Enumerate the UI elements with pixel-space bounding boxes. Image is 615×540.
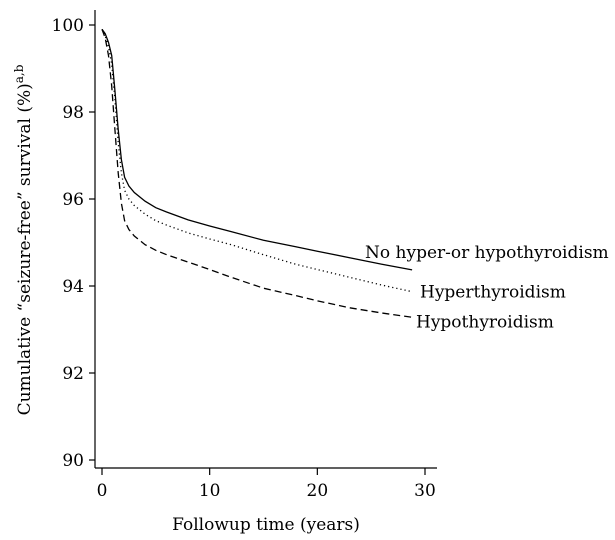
series-line-dotted	[101, 29, 413, 293]
y-tick-label: 92	[62, 364, 84, 384]
series-labels: No hyper-or hypothyroidism Hyperthyroidis…	[365, 243, 609, 332]
series-lines	[101, 28, 413, 318]
y-tick-label: 90	[62, 451, 84, 471]
x-tick-label: 20	[307, 481, 329, 501]
x-tick-label: 30	[414, 481, 436, 501]
series-line-dashed	[101, 29, 413, 318]
y-tick-label: 98	[62, 103, 84, 123]
y-tick-label: 100	[52, 16, 84, 36]
series-label: Hyperthyroidism	[420, 283, 566, 303]
x-tick-label: 10	[199, 481, 221, 501]
y-axis-title: Cumulative “seizure-free” survival (%)a,…	[12, 64, 35, 415]
y-tick-label: 94	[62, 277, 84, 297]
y-axis-title-superscript: a,b	[12, 64, 26, 83]
series-line-solid	[101, 28, 413, 271]
y-axis-title-main: Cumulative “seizure-free” survival (%)	[15, 83, 35, 415]
series-label: No hyper-or hypothyroidism	[365, 243, 609, 263]
series-label: Hypothyroidism	[416, 312, 554, 332]
x-tick-label: 0	[97, 481, 108, 501]
axis-ticks: 90 92 94 96 98 100 0 10 20 30	[52, 16, 436, 501]
y-tick-label: 96	[62, 190, 84, 210]
x-axis-title: Followup time (years)	[172, 515, 360, 535]
